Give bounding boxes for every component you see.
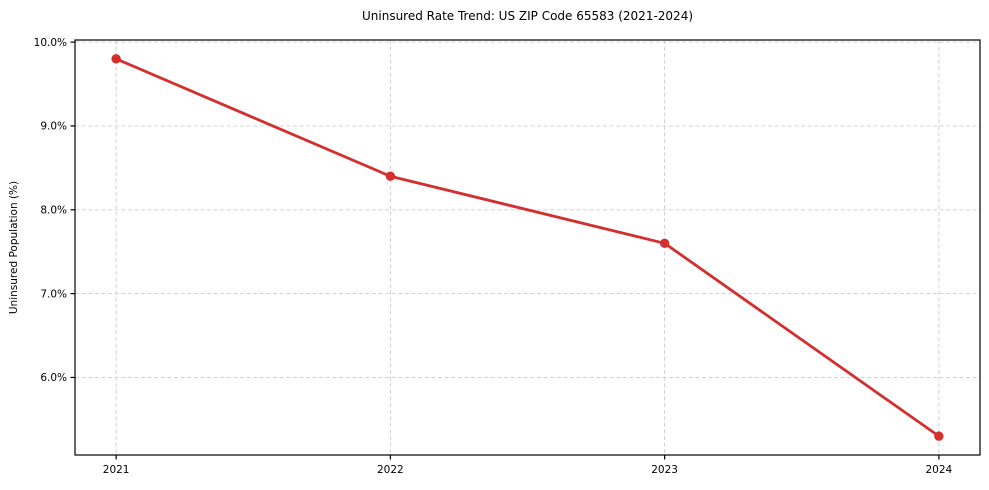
y-tick-label: 10.0% [34,37,67,49]
y-axis-title: Uninsured Population (%) [8,180,20,315]
y-tick-label: 6.0% [40,372,67,384]
x-tick-label: 2024 [925,464,952,476]
y-tick-label: 9.0% [40,121,67,133]
data-point-marker [111,54,121,64]
x-tick-label: 2022 [377,464,404,476]
x-tick-label: 2023 [651,464,678,476]
x-tick-label: 2021 [103,464,130,476]
plot-border [74,39,981,456]
y-tick-label: 7.0% [40,288,67,300]
chart-title: Uninsured Rate Trend: US ZIP Code 65583 … [361,9,694,23]
trend-line [114,57,941,438]
data-point-marker [934,431,944,441]
data-point-marker [659,238,670,249]
y-tick-label: 8.0% [40,204,67,216]
data-point-marker [385,171,396,181]
